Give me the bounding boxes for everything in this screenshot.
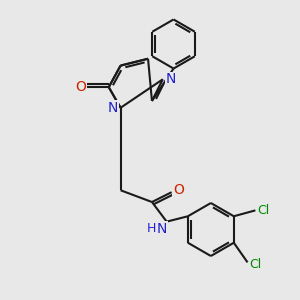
Text: H: H [146, 222, 156, 235]
Text: N: N [165, 72, 176, 86]
Text: N: N [107, 101, 118, 115]
Text: O: O [75, 80, 86, 94]
Text: O: O [173, 183, 184, 197]
Text: N: N [157, 221, 167, 236]
Text: Cl: Cl [257, 204, 269, 217]
Text: Cl: Cl [249, 258, 262, 271]
